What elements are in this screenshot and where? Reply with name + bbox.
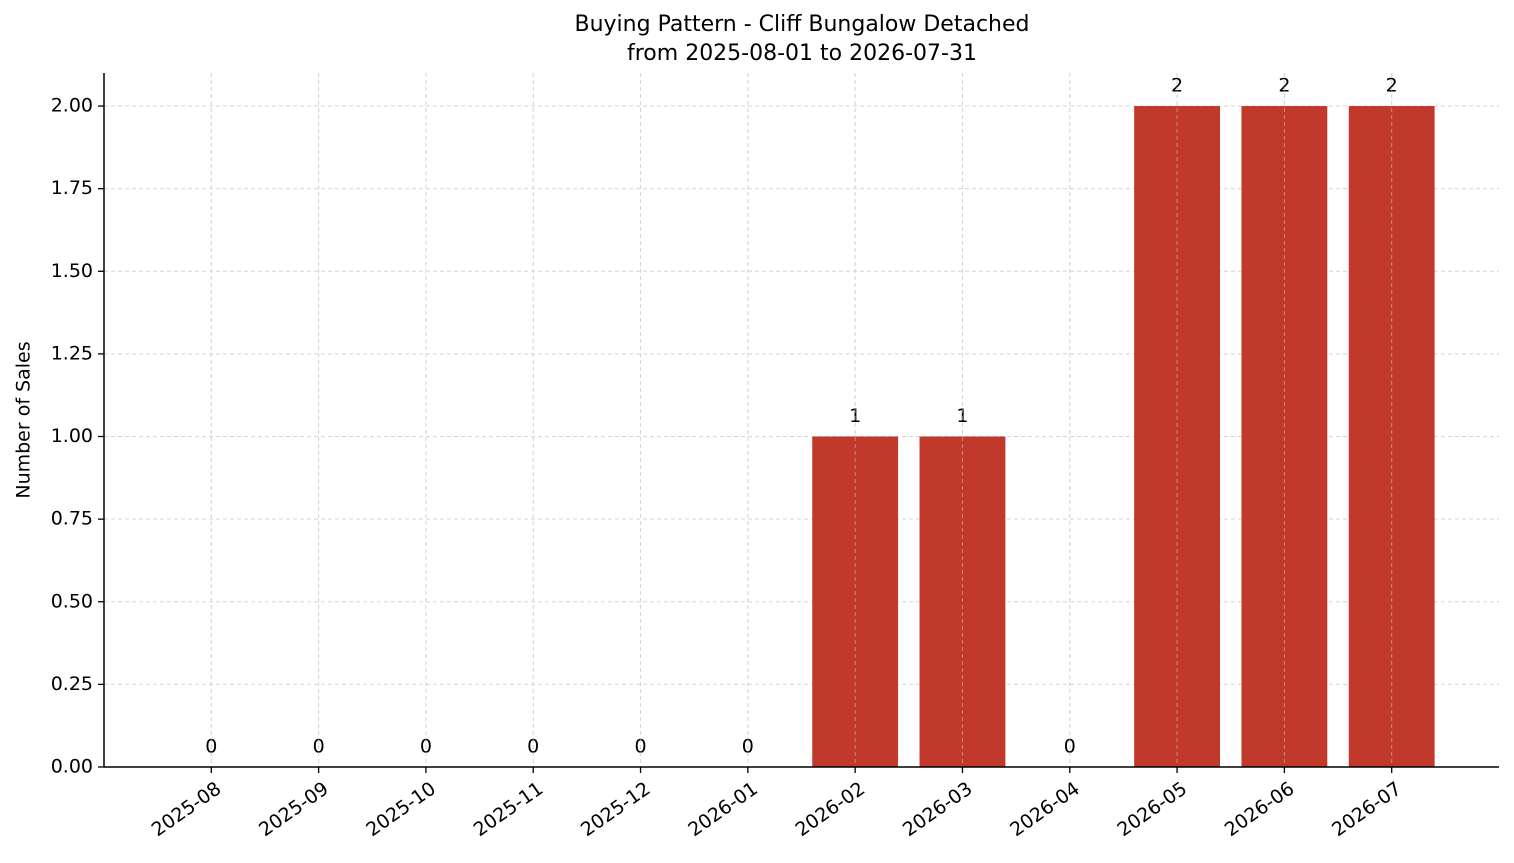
y-tick-label: 2.00 — [51, 95, 93, 117]
x-tick-label: 2026-05 — [1113, 778, 1191, 842]
data-label: 2 — [1386, 75, 1398, 97]
x-tick-label: 2025-08 — [148, 778, 226, 842]
data-label: 2 — [1278, 75, 1290, 97]
chart-title: Buying Pattern - Cliff Bungalow Detached — [575, 12, 1030, 37]
x-tick-label: 2026-06 — [1221, 778, 1299, 842]
bar — [1134, 106, 1220, 768]
y-tick-label: 0.00 — [51, 756, 93, 778]
x-tick-label: 2025-12 — [577, 778, 655, 842]
x-tick-label: 2026-07 — [1328, 778, 1406, 842]
y-tick-label: 1.25 — [51, 342, 93, 364]
x-tick-label: 2025-10 — [362, 778, 440, 842]
y-tick-label: 0.25 — [51, 673, 93, 695]
data-label: 2 — [1171, 75, 1183, 97]
chart-subtitle: from 2025-08-01 to 2026-07-31 — [627, 41, 977, 66]
y-tick-label: 1.50 — [51, 260, 93, 282]
x-tick-label: 2025-11 — [470, 778, 548, 842]
x-tick-label: 2026-01 — [684, 778, 762, 842]
x-tick-label: 2025-09 — [255, 778, 333, 842]
y-tick-label: 0.50 — [51, 590, 93, 612]
y-tick-label: 1.75 — [51, 177, 93, 199]
y-tick-label: 0.75 — [51, 508, 93, 530]
x-tick-label: 2026-03 — [899, 778, 977, 842]
y-tick-label: 1.00 — [51, 425, 93, 447]
y-axis-label: Number of Sales — [13, 341, 35, 498]
x-tick-label: 2026-04 — [1006, 778, 1084, 842]
x-tick-label: 2026-02 — [792, 778, 870, 842]
bar — [1348, 106, 1435, 768]
bar — [1241, 106, 1328, 768]
